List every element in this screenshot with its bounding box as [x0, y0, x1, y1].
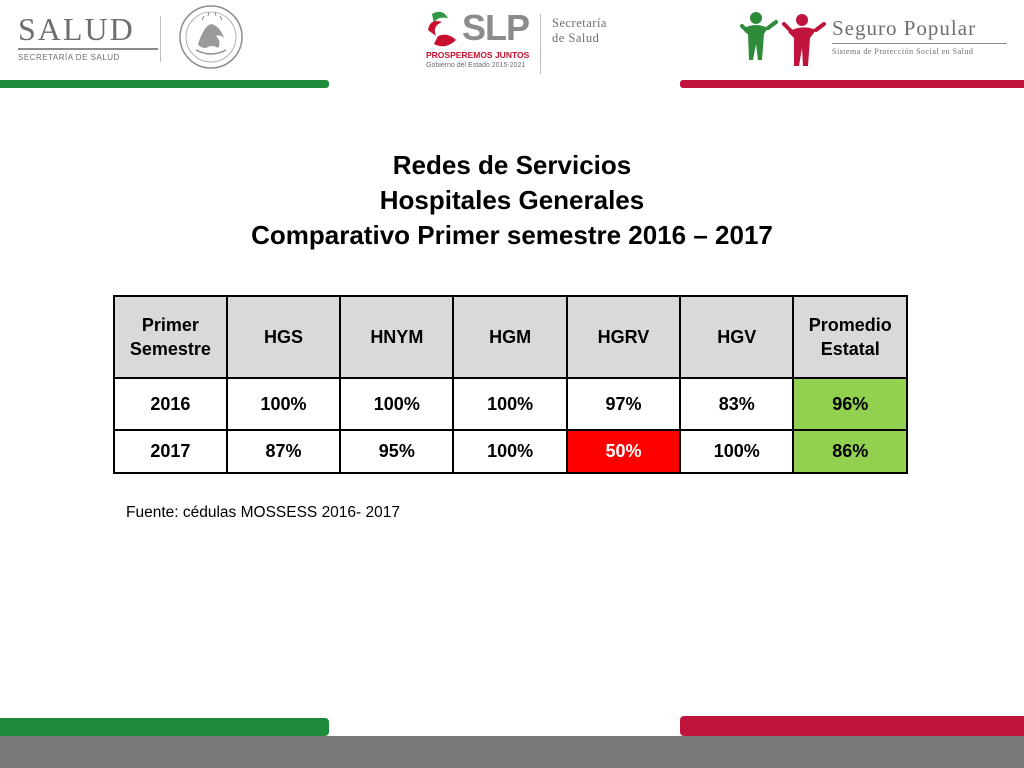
title-line-2: Hospitales Generales [379, 185, 645, 215]
seguro-popular-logo-text: Seguro Popular [832, 16, 977, 40]
row-2016-hgs: 100% [225, 377, 342, 431]
slp-logo-government: Gobierno del Estado 2015-2021 [426, 62, 526, 69]
slp-logo-divider [540, 14, 541, 74]
top-red-bar [680, 80, 1024, 88]
row-2016-hgrv: 97% [565, 377, 682, 431]
title-line-3: Comparativo Primer semestre 2016 – 2017 [251, 220, 773, 250]
header-hgs: HGS [225, 295, 342, 379]
header-promedio-estatal: Promedio Estatal [792, 295, 908, 379]
comparison-table: Primer Semestre HGS HNYM HGM HGRV HGV Pr… [113, 295, 908, 474]
seguro-popular-logo-rule [832, 43, 1007, 44]
header-hgm: HGM [452, 295, 568, 379]
row-2017-promedio: 86% [792, 429, 908, 474]
row-2016-year: 2016 [113, 377, 228, 431]
row-2017-hgv: 100% [679, 429, 795, 474]
header-hgrv: HGRV [565, 295, 682, 379]
source-note: Fuente: cédulas MOSSESS 2016- 2017 [126, 504, 400, 521]
salud-logo-subtitle: SECRETARÍA DE SALUD [18, 53, 120, 62]
top-green-bar [0, 80, 329, 88]
slp-emblem-icon [428, 11, 456, 47]
slide-title: Redes de Servicios Hospitales Generales … [0, 148, 1024, 253]
row-2017-hgs: 87% [225, 429, 342, 474]
slp-department-line1: Secretaría [552, 16, 607, 30]
bottom-green-bar [0, 718, 329, 736]
seguro-popular-logo-subtitle: Sistema de Protección Social en Salud [832, 47, 974, 56]
bottom-red-bar [680, 716, 1024, 736]
slp-logo-text: SLP [462, 7, 530, 48]
slp-department: Secretaría de Salud [552, 16, 607, 46]
header-hnym: HNYM [339, 295, 455, 379]
footer-band [0, 736, 1024, 768]
table-row: 2016 100% 100% 100% 97% 83% 96% [113, 377, 908, 431]
salud-logo: SALUD SECRETARÍA DE SALUD [18, 12, 163, 62]
salud-logo-divider [160, 16, 161, 62]
header-primer-semestre: Primer Semestre [113, 295, 228, 379]
title-line-1: Redes de Servicios [392, 150, 632, 180]
salud-logo-rule [18, 48, 158, 50]
row-2017-hnym: 95% [339, 429, 455, 474]
row-2016-hnym: 100% [339, 377, 455, 431]
row-2016-promedio: 96% [792, 377, 908, 431]
row-2017-year: 2017 [113, 429, 228, 474]
row-2016-hgv: 83% [679, 377, 795, 431]
slp-logo-tagline: PROSPEREMOS JUNTOS [426, 50, 530, 60]
mexico-seal-icon [179, 5, 243, 69]
seguro-popular-logo: Seguro Popular Sistema de Protección Soc… [740, 10, 1010, 70]
row-2016-hgm: 100% [452, 377, 568, 431]
table-header-row: Primer Semestre HGS HNYM HGM HGRV HGV Pr… [113, 295, 908, 379]
header-hgv: HGV [679, 295, 795, 379]
row-2017-hgrv: 50% [565, 429, 682, 474]
salud-logo-text: SALUD [18, 11, 135, 47]
seguro-popular-figures-icon [740, 12, 826, 66]
slp-department-line2: de Salud [552, 31, 600, 45]
row-2017-hgm: 100% [452, 429, 568, 474]
slp-logo: SLP PROSPEREMOS JUNTOS Gobierno del Esta… [426, 7, 626, 76]
table-row: 2017 87% 95% 100% 50% 100% 86% [113, 429, 908, 474]
